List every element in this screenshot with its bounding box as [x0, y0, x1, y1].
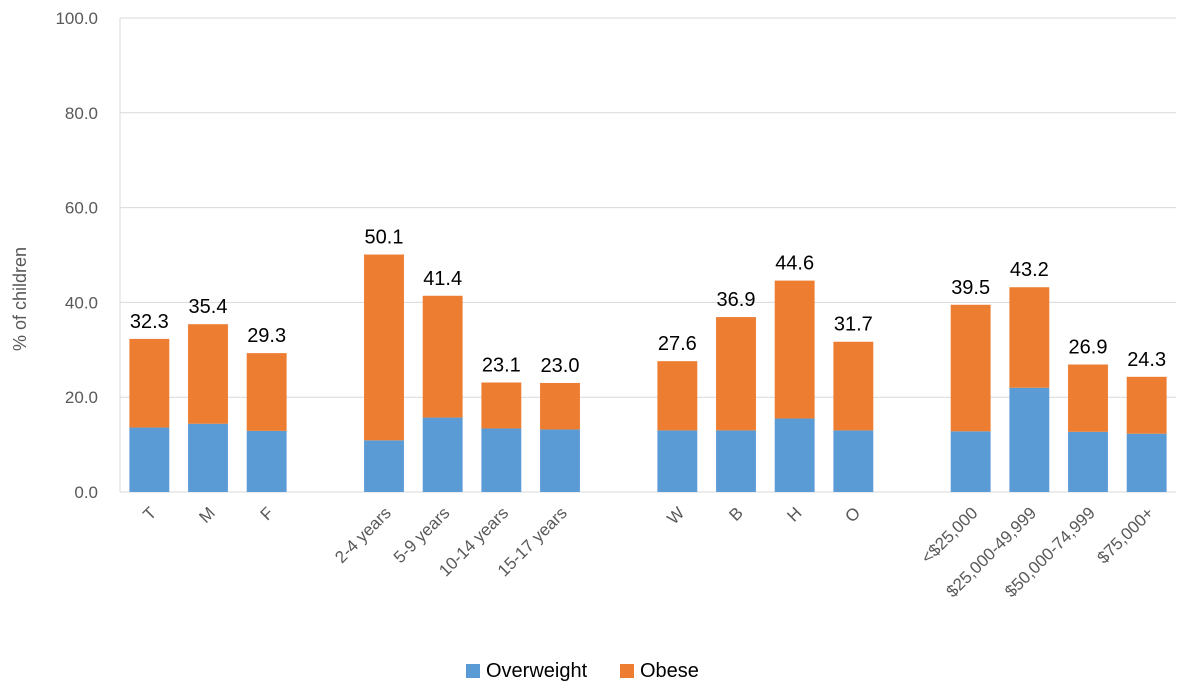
bar-overweight-14 — [1068, 431, 1108, 492]
bar-obese-6 — [481, 382, 522, 429]
x-tick-label: F — [257, 503, 278, 524]
x-tick-label: M — [195, 503, 218, 526]
y-axis-ticks: 0.0 20.0 40.0 60.0 80.0 100.0 — [55, 9, 98, 502]
bar-overweight-1 — [129, 427, 170, 492]
total-label: 50.1 — [365, 227, 404, 249]
x-tick-label: 2-4 years — [331, 503, 395, 567]
bar-obese-15 — [1126, 376, 1167, 434]
bar-overweight-3 — [246, 430, 287, 492]
total-labels: 32.3 35.4 29.3 50.1 41.4 23.1 23.0 27.6 36.9 44.6… — [130, 227, 1166, 377]
bar-overweight-13 — [1009, 387, 1050, 492]
legend-label-obese: Obese — [640, 660, 699, 682]
bar-obese-3 — [246, 353, 287, 431]
total-label: 24.3 — [1127, 349, 1166, 371]
bar-overweight-4 — [364, 440, 404, 492]
bar-overweight-2 — [188, 423, 228, 492]
x-tick-label: H — [783, 503, 805, 525]
bar-obese-13 — [1009, 287, 1050, 388]
bar-overweight-12 — [950, 431, 991, 492]
bar-overweight-10 — [774, 418, 815, 492]
x-tick-label: $75,000+ — [1094, 503, 1158, 567]
legend-swatch-overweight — [466, 664, 480, 678]
bar-overweight-9 — [716, 430, 756, 492]
bar-overweight-5 — [422, 417, 463, 492]
legend-label-overweight: Overweight — [486, 660, 588, 682]
y-axis-title: % of children — [10, 247, 30, 351]
total-label: 44.6 — [775, 253, 814, 275]
legend: Overweight Obese — [466, 660, 699, 682]
bar-overweight-6 — [481, 428, 522, 492]
x-tick-label: O — [841, 503, 864, 526]
y-tick-label: 80.0 — [65, 104, 98, 123]
bar-obese-4 — [364, 254, 404, 441]
bar-overweight-15 — [1126, 433, 1167, 492]
total-label: 32.3 — [130, 311, 169, 333]
total-label: 43.2 — [1010, 259, 1049, 281]
bar-obese-1 — [129, 338, 170, 428]
total-label: 27.6 — [658, 333, 697, 355]
bar-overweight-11 — [833, 430, 874, 492]
bar-obese-12 — [950, 304, 991, 432]
bar-obese-14 — [1068, 364, 1108, 432]
bar-obese-10 — [774, 280, 815, 419]
total-label: 36.9 — [717, 289, 756, 311]
bar-obese-5 — [422, 295, 463, 418]
x-tick-label: T — [139, 503, 160, 524]
total-label: 23.1 — [482, 355, 521, 377]
total-label: 35.4 — [189, 296, 228, 318]
bar-overweight-8 — [657, 430, 698, 492]
x-tick-label: W — [663, 503, 688, 528]
y-tick-label: 20.0 — [65, 388, 98, 407]
bar-overweight-7 — [540, 429, 580, 492]
bar-obese-11 — [833, 341, 874, 431]
total-label: 29.3 — [247, 325, 286, 347]
total-label: 26.9 — [1069, 336, 1108, 358]
total-label: 31.7 — [834, 314, 873, 336]
legend-swatch-obese — [620, 664, 634, 678]
bar-obese-2 — [188, 324, 228, 424]
gridlines — [119, 17, 1176, 493]
total-label: 39.5 — [951, 277, 990, 299]
y-tick-label: 60.0 — [65, 199, 98, 218]
bar-obese-7 — [540, 382, 580, 430]
total-label: 23.0 — [541, 355, 580, 377]
bar-obese-8 — [657, 361, 698, 431]
bar-obese-9 — [716, 317, 756, 431]
y-tick-label: 100.0 — [55, 9, 98, 28]
x-tick-label: B — [725, 503, 746, 524]
bars — [129, 254, 1167, 492]
y-tick-label: 0.0 — [74, 483, 98, 502]
total-label: 41.4 — [423, 268, 462, 290]
y-tick-label: 40.0 — [65, 293, 98, 312]
